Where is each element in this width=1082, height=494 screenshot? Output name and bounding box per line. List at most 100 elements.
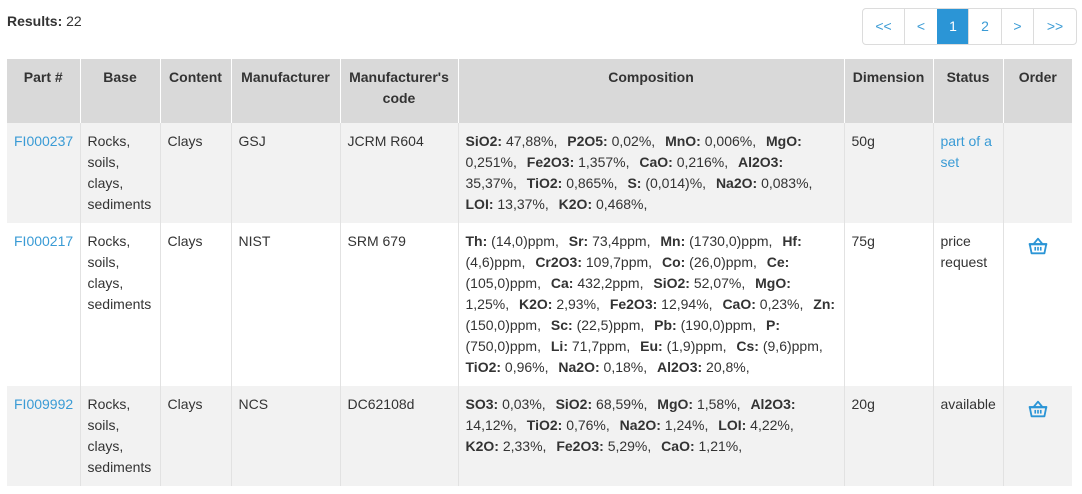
- element-value: 4,22%,: [750, 417, 794, 433]
- element-value: (1730,0)ppm,: [689, 233, 773, 249]
- composition-item: K2O: 2,93%,: [519, 296, 600, 312]
- composition-item: MgO: 1,25%,: [466, 275, 791, 312]
- page-link-0[interactable]: <<: [875, 18, 892, 34]
- table-row: FI000237 Rocks, soils, clays, sediments Cl…: [7, 123, 1072, 223]
- manufacturer-code-cell: DC62108d: [339, 386, 458, 486]
- content-cell: Clays: [159, 123, 231, 223]
- col-header-dimension[interactable]: Dimension: [843, 59, 933, 123]
- table-header-row: Part # Base Content Manufacturer Manufac…: [7, 59, 1072, 123]
- manufacturer-cell: NCS: [230, 386, 340, 486]
- element-value: (14,0)ppm,: [491, 233, 559, 249]
- composition-item: Na2O: 1,24%,: [620, 417, 709, 433]
- status-link[interactable]: part of a set: [940, 133, 992, 170]
- part-number-link[interactable]: FI000237: [14, 133, 74, 149]
- element-value: 0,006%,: [704, 133, 757, 149]
- composition-item: P: (750,0)ppm,: [466, 317, 780, 354]
- element-value: 0,76%,: [566, 417, 610, 433]
- element-name: Al2O3:: [750, 396, 796, 412]
- content-cell: Clays: [159, 223, 231, 386]
- element-value: 0,468%,: [596, 196, 648, 212]
- manufacturer-cell: GSJ: [230, 123, 340, 223]
- composition-item: Ce: (105,0)ppm,: [466, 254, 790, 291]
- col-header-part[interactable]: Part #: [7, 59, 80, 123]
- element-value: (9,6)ppm,: [762, 338, 823, 354]
- element-name: Fe2O3:: [556, 438, 604, 454]
- composition-item: SiO2: 47,88%,: [466, 133, 558, 149]
- element-value: 0,251%,: [465, 154, 517, 170]
- col-header-manufacturer-code[interactable]: Manufacturer's code: [339, 59, 458, 123]
- composition-item: Cs: (9,6)ppm,: [736, 338, 822, 354]
- manufacturer-code-cell: SRM 679: [339, 223, 458, 386]
- col-header-base[interactable]: Base: [79, 59, 160, 123]
- element-value: 1,21%,: [698, 438, 743, 454]
- element-value: 0,083%,: [761, 175, 813, 191]
- col-header-content[interactable]: Content: [159, 59, 231, 123]
- col-header-status[interactable]: Status: [932, 59, 1003, 123]
- page-link-1[interactable]: <: [904, 9, 937, 44]
- element-name: Ce:: [766, 254, 790, 270]
- basket-icon: [1028, 237, 1047, 255]
- composition-cell: SO3: 0,03%, SiO2: 68,59%, MgO: 1,58%, Al…: [457, 386, 844, 486]
- pagination: << <1 2 > >>: [862, 8, 1077, 45]
- manufacturer-cell: NIST: [230, 223, 340, 386]
- element-value: 1,24%,: [664, 417, 709, 433]
- col-header-composition: Composition: [457, 59, 844, 123]
- element-value: (150,0)ppm,: [465, 317, 541, 333]
- composition-item: Na2O: 0,18%,: [558, 359, 647, 375]
- status-cell: available: [932, 386, 1003, 486]
- element-value: 68,59%,: [596, 396, 648, 412]
- results-value: 22: [66, 13, 82, 29]
- element-value: (105,0)ppm,: [465, 275, 541, 291]
- composition-item: K2O: 0,468%,: [559, 196, 648, 212]
- page-link-2[interactable]: 1: [937, 9, 968, 44]
- composition-item: Fe2O3: 12,94%,: [610, 296, 713, 312]
- basket-icon: [1028, 400, 1047, 418]
- composition-item: Mn: (1730,0)ppm,: [660, 233, 772, 249]
- page-link-5[interactable]: >>: [1033, 9, 1076, 44]
- element-name: LOI:: [718, 417, 747, 433]
- element-name: Th:: [465, 233, 488, 249]
- results-count: Results: 22: [7, 13, 82, 29]
- composition-item: Sc: (22,5)ppm,: [551, 317, 644, 333]
- element-name: K2O:: [518, 296, 553, 312]
- element-name: P2O5:: [567, 133, 608, 149]
- status-cell: price request: [932, 223, 1003, 386]
- element-name: CaO:: [722, 296, 756, 312]
- results-label: Results:: [7, 13, 63, 29]
- element-name: TiO2:: [526, 175, 563, 191]
- part-number-link[interactable]: FI000217: [14, 233, 74, 249]
- element-name: LOI:: [465, 196, 494, 212]
- element-name: MgO:: [657, 396, 694, 412]
- part-number-link[interactable]: FI009992: [14, 396, 74, 412]
- composition-item: CaO: 0,23%,: [722, 296, 803, 312]
- add-to-basket-button[interactable]: [1011, 398, 1066, 420]
- element-name: Al2O3:: [657, 359, 703, 375]
- element-name: SiO2:: [555, 396, 593, 412]
- composition-item: LOI: 4,22%,: [718, 417, 793, 433]
- composition-item: Fe2O3: 1,357%,: [527, 154, 630, 170]
- element-value: 2,33%,: [502, 438, 547, 454]
- element-name: Na2O:: [558, 359, 600, 375]
- manufacturer-code-cell: JCRM R604: [339, 123, 458, 223]
- element-name: CaO:: [661, 438, 695, 454]
- table-row: FI000217 Rocks, soils, clays, sediments Cl…: [7, 223, 1072, 386]
- composition-item: SiO2: 52,07%,: [653, 275, 745, 291]
- composition-item: Al2O3: 20,8%,: [657, 359, 750, 375]
- page-link-3[interactable]: 2: [968, 9, 1001, 44]
- element-value: (22,5)ppm,: [576, 317, 645, 333]
- element-value: 20,8%,: [706, 359, 750, 375]
- element-name: SO3:: [465, 396, 499, 412]
- composition-item: LOI: 13,37%,: [466, 196, 549, 212]
- element-name: TiO2:: [526, 417, 563, 433]
- table-row: FI009992 Rocks, soils, clays, sediments Cl…: [7, 386, 1072, 486]
- element-name: K2O:: [465, 438, 499, 454]
- element-value: (4,6)ppm,: [465, 254, 526, 270]
- element-value: 0,96%,: [504, 359, 549, 375]
- element-name: S:: [627, 175, 642, 191]
- add-to-basket-button[interactable]: [1011, 235, 1066, 257]
- page-link-4[interactable]: >: [1001, 9, 1033, 44]
- dimension-cell: 50g: [843, 123, 933, 223]
- composition-item: Th: (14,0)ppm,: [466, 233, 559, 249]
- element-name: Pb:: [654, 317, 677, 333]
- col-header-manufacturer[interactable]: Manufacturer: [230, 59, 340, 123]
